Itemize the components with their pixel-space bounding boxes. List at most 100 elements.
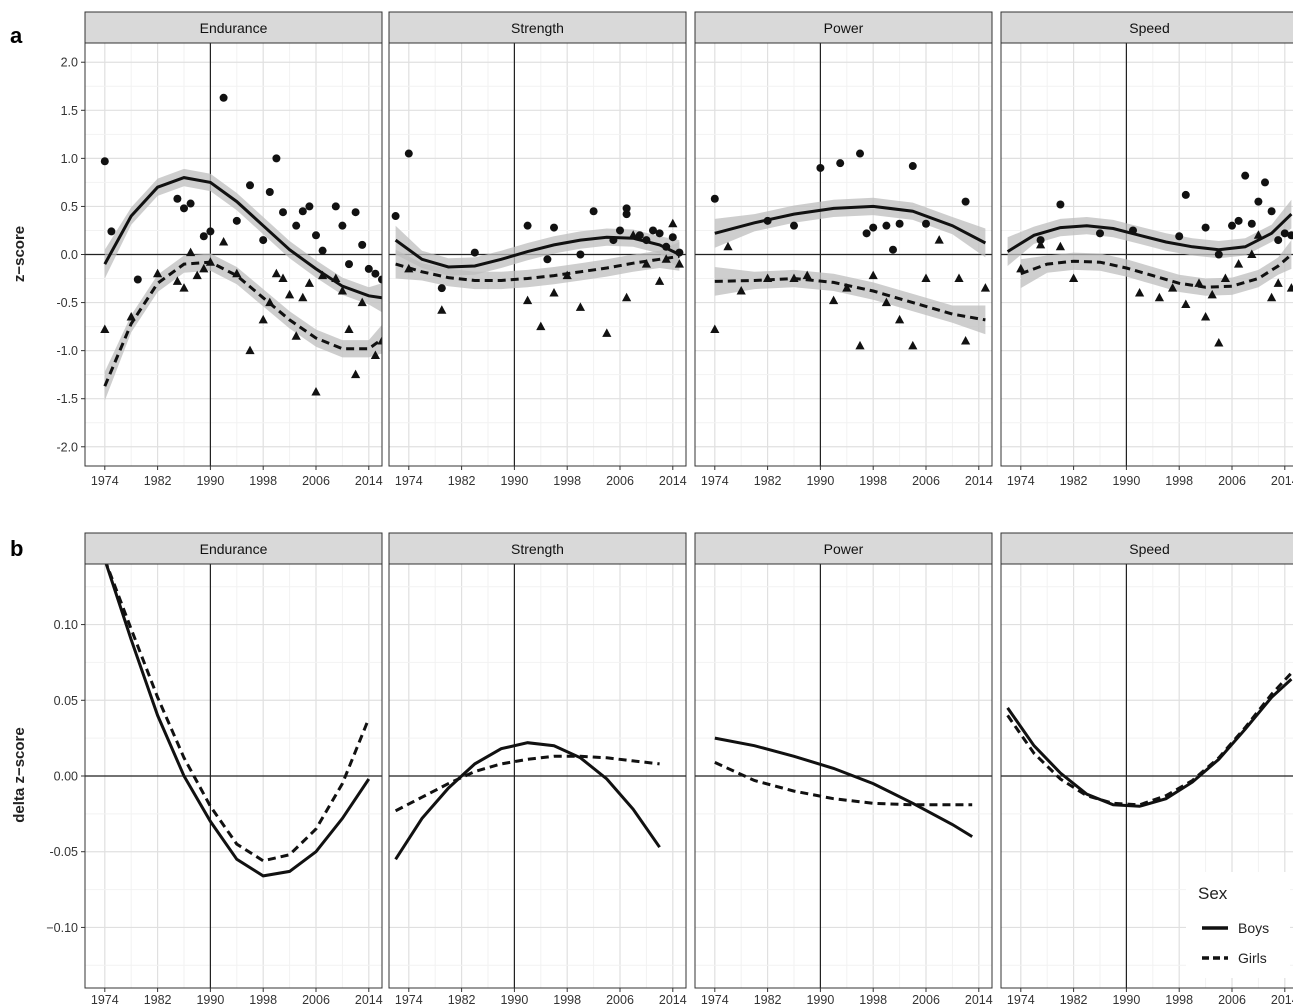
point-girls xyxy=(219,237,229,246)
point-girls xyxy=(245,345,255,355)
point-boys xyxy=(292,221,301,230)
point-girls xyxy=(1069,273,1079,283)
facet-a-strength: Strength 1974 1982 1990 1998 2006 2014 xyxy=(388,11,687,488)
x-tick-label: 1998 xyxy=(859,474,887,488)
x-tick-label: 1974 xyxy=(91,474,119,488)
series-line-girls xyxy=(1006,671,1293,807)
legend-label-girls: Girls xyxy=(1238,950,1267,966)
x-tick-label: 2006 xyxy=(912,474,940,488)
x-tick-label: 2014 xyxy=(659,474,687,488)
y-tick-label: 0.10 xyxy=(54,618,78,632)
panel-border xyxy=(1000,42,1293,467)
series-line-boys xyxy=(394,741,661,861)
x-tick-label: 1998 xyxy=(859,993,887,1007)
point-boys xyxy=(437,284,446,293)
series xyxy=(104,564,371,878)
facet-b-power: Power 1974 1982 1990 1998 2006 2014 xyxy=(694,532,993,1007)
point-girls xyxy=(829,295,839,305)
x-tick-label: 2014 xyxy=(355,474,383,488)
point-girls xyxy=(199,263,209,273)
point-girls xyxy=(278,273,288,283)
x-tick-label: 1982 xyxy=(754,993,782,1007)
x-tick-label: 1982 xyxy=(144,474,172,488)
x-tick-label: 2014 xyxy=(1271,993,1293,1007)
point-boys xyxy=(655,229,664,238)
legend: Sex Boys Girls xyxy=(1186,872,1290,978)
point-girls xyxy=(1201,311,1211,321)
point-girls xyxy=(523,295,533,305)
fit-line-girls xyxy=(714,276,986,322)
y-tick-label: 2.0 xyxy=(61,56,78,70)
point-boys xyxy=(1056,200,1065,209)
point-girls xyxy=(855,340,865,350)
point-girls xyxy=(655,276,665,285)
point-boys xyxy=(1228,221,1236,230)
x-tick-label: 1998 xyxy=(1165,474,1193,488)
x-tick-label: 1990 xyxy=(500,474,528,488)
point-boys xyxy=(265,188,274,197)
point-boys xyxy=(180,204,188,213)
x-tick-label: 2006 xyxy=(1218,474,1246,488)
point-girls xyxy=(575,302,585,311)
series xyxy=(1006,171,1293,347)
point-girls xyxy=(172,276,182,285)
point-boys xyxy=(836,159,845,168)
point-boys xyxy=(790,221,798,230)
series xyxy=(714,736,973,838)
point-girls xyxy=(602,328,612,337)
facet-a-endurance: Endurance 1974 1982 1990 1998 2006 2014 -2.0 -1.… xyxy=(56,11,383,488)
y-tick-label: -0.05 xyxy=(50,845,79,859)
point-boys xyxy=(543,255,552,264)
point-girls xyxy=(186,247,196,257)
point-boys xyxy=(710,194,719,203)
point-boys xyxy=(961,197,970,206)
x-tick-label: 2006 xyxy=(912,993,940,1007)
x-tick-label: 1974 xyxy=(395,993,423,1007)
point-boys xyxy=(272,154,281,163)
point-boys xyxy=(305,202,314,211)
point-girls xyxy=(934,235,944,244)
point-girls xyxy=(1253,230,1263,239)
point-girls xyxy=(298,292,308,302)
point-boys xyxy=(1201,223,1210,232)
point-boys xyxy=(470,248,479,257)
point-boys xyxy=(550,223,558,232)
x-tick-label: 1982 xyxy=(1060,993,1088,1007)
point-boys xyxy=(1287,231,1293,240)
point-boys xyxy=(622,210,631,219)
y-axis-title-b: delta z−score xyxy=(11,727,28,822)
point-boys xyxy=(869,223,878,232)
x-tick-label: 1990 xyxy=(196,993,224,1007)
x-tick-label: 2014 xyxy=(965,474,993,488)
point-girls xyxy=(536,321,546,331)
point-boys xyxy=(1096,229,1104,238)
x-tick-label: 1974 xyxy=(91,993,119,1007)
fit-line-boys xyxy=(394,235,681,269)
panel-border xyxy=(694,563,993,989)
panel-border xyxy=(1000,563,1293,989)
point-boys xyxy=(351,208,360,217)
x-tick-label: 1998 xyxy=(249,474,277,488)
confidence-band-girls xyxy=(395,242,680,290)
fit-line-boys xyxy=(103,176,382,300)
point-girls xyxy=(1135,287,1145,297)
confidence-band-boys xyxy=(104,168,382,313)
point-girls xyxy=(802,270,812,280)
point-girls xyxy=(1273,278,1283,287)
point-boys xyxy=(895,219,904,228)
x-tick-label: 2014 xyxy=(355,993,383,1007)
point-girls xyxy=(351,369,361,379)
y-tick-label: 1.0 xyxy=(61,152,78,166)
point-boys xyxy=(616,226,624,235)
legend-label-boys: Boys xyxy=(1238,920,1269,936)
x-tick-label: 1982 xyxy=(1060,474,1088,488)
series xyxy=(394,741,661,861)
fit-line-boys xyxy=(714,204,987,245)
facet-b-strength: Strength 1974 1982 1990 1998 2006 2014 xyxy=(388,532,687,1007)
point-boys xyxy=(1181,190,1190,199)
x-tick-label: 1990 xyxy=(196,474,224,488)
point-girls xyxy=(1181,299,1191,308)
point-girls xyxy=(1214,337,1224,347)
x-tick-label: 1990 xyxy=(806,993,834,1007)
